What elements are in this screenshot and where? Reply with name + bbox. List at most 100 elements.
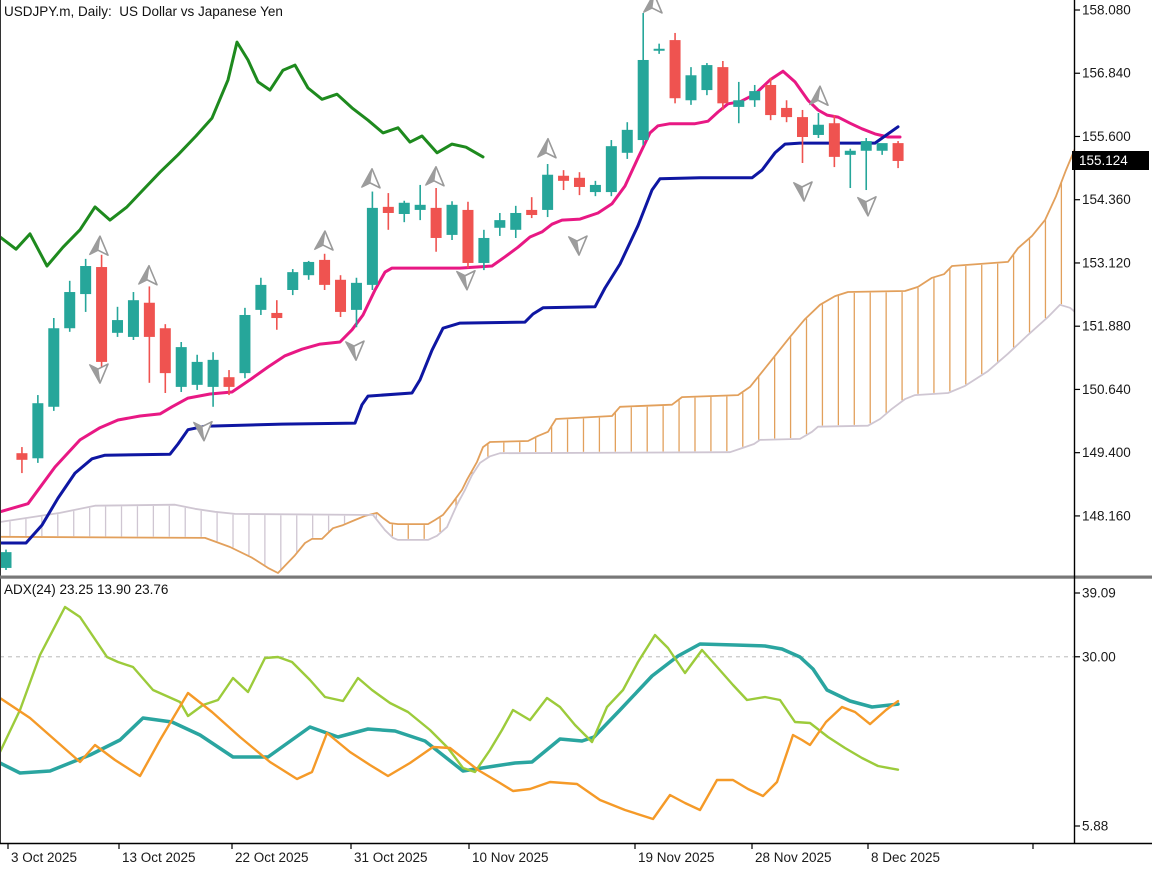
adx-axis[interactable]: 39.09 30.00 5.88 (1074, 586, 1116, 834)
candle (685, 75, 697, 101)
candle (542, 174, 554, 210)
ADX-main-teal-line (0, 642, 900, 775)
candle (80, 266, 92, 295)
fractal-up-arrow (360, 168, 381, 189)
candle (510, 212, 522, 230)
candle (446, 204, 458, 235)
tenkan-pink-line (0, 69, 902, 514)
candle (191, 361, 203, 385)
fractal-up-arrow (536, 137, 557, 159)
fractal-down-arrow (88, 363, 109, 384)
candle (621, 129, 633, 153)
candle (844, 150, 856, 155)
candle (223, 377, 235, 387)
candle (828, 123, 840, 157)
fractal-down-arrow (567, 235, 588, 256)
price-axis-label: 153.120 (1082, 255, 1131, 270)
candle (112, 320, 124, 333)
candle (175, 347, 187, 387)
candle (159, 328, 171, 374)
candle (96, 267, 108, 362)
candle (398, 202, 410, 214)
fractal-down-arrow (792, 181, 813, 202)
candle (573, 177, 585, 187)
candle (143, 302, 155, 337)
candle (64, 292, 76, 329)
ichimoku-cloud-hatching (9, 183, 1063, 570)
fractal-up-arrow (88, 235, 109, 256)
signal-arrows (88, 0, 877, 442)
price-axis-label: 156.840 (1082, 66, 1131, 81)
candle (48, 328, 60, 407)
date-axis-label: 22 Oct 2025 (235, 850, 309, 865)
candle (414, 204, 426, 210)
adx-axis-label: 5.88 (1082, 819, 1108, 834)
candle (494, 220, 506, 228)
candle (32, 403, 44, 459)
candle (733, 100, 745, 107)
candle (558, 175, 570, 181)
fractal-down-arrow (455, 269, 476, 291)
candle (382, 206, 394, 213)
date-axis[interactable]: 3 Oct 2025 13 Oct 2025 22 Oct 2025 31 Oct 2… (7, 843, 1034, 865)
adx-axis-label: 39.09 (1082, 586, 1116, 601)
date-axis-label: 13 Oct 2025 (122, 850, 196, 865)
panel-borders (0, 0, 1152, 845)
main-price-panel[interactable] (0, 0, 1080, 574)
date-axis-label: 28 Nov 2025 (755, 850, 832, 865)
kijun-blue-line (0, 125, 900, 545)
panel-separator[interactable] (0, 575, 1152, 579)
candle (797, 117, 808, 137)
candle (605, 146, 617, 193)
candle (860, 141, 872, 151)
price-axis-label: 148.160 (1082, 508, 1131, 523)
price-axis-label: 150.640 (1082, 382, 1131, 397)
candlestick-series (0, 13, 904, 570)
fractal-up-arrow (424, 166, 445, 187)
candle (701, 65, 713, 91)
candle (430, 207, 442, 238)
candle (812, 124, 824, 135)
candle (526, 209, 538, 216)
candle (127, 300, 139, 337)
date-axis-label: 10 Nov 2025 (472, 850, 549, 865)
candle (319, 259, 331, 285)
senkou-span-b-line (0, 303, 1074, 541)
price-axis-label: 154.360 (1082, 192, 1131, 207)
candle (255, 284, 267, 310)
candle (637, 59, 649, 141)
fractal-down-arrow (192, 420, 213, 442)
candle (765, 84, 777, 116)
candle (287, 272, 299, 290)
candle (749, 91, 761, 101)
candle (892, 143, 904, 161)
candle (239, 314, 251, 374)
current-price-badge: 155.124 (1072, 151, 1149, 171)
fractal-up-arrow (313, 230, 334, 251)
fractal-up-arrow (642, 0, 663, 14)
fractal-up-arrow (808, 85, 829, 107)
candle (876, 143, 888, 151)
fractal-down-arrow (856, 196, 877, 217)
date-axis-label: 19 Nov 2025 (638, 850, 715, 865)
candle (669, 40, 681, 99)
minus-DI-orange-line (0, 691, 900, 821)
candle (16, 453, 28, 460)
upper-band-green-line (0, 40, 485, 268)
adx-indicator-label: ADX(24) 23.25 13.90 23.76 (4, 582, 169, 597)
price-axis-label: 149.400 (1082, 445, 1131, 460)
candle (478, 237, 490, 263)
adx-indicator-panel[interactable] (0, 605, 1074, 821)
price-axis[interactable]: 158.080 156.840 155.600 154.360 153.120 151.8… (1074, 3, 1131, 524)
candle (462, 209, 474, 263)
candle (589, 184, 601, 193)
price-axis-label: 151.880 (1082, 319, 1131, 334)
senkou-span-a-line (0, 148, 1074, 574)
candle (335, 279, 347, 312)
date-axis-label: 3 Oct 2025 (11, 850, 77, 865)
candle (781, 107, 793, 118)
adx-axis-label: 30.00 (1082, 649, 1116, 664)
chart-title: USDJPY.m, Daily: US Dollar vs Japanese Y… (4, 4, 283, 19)
